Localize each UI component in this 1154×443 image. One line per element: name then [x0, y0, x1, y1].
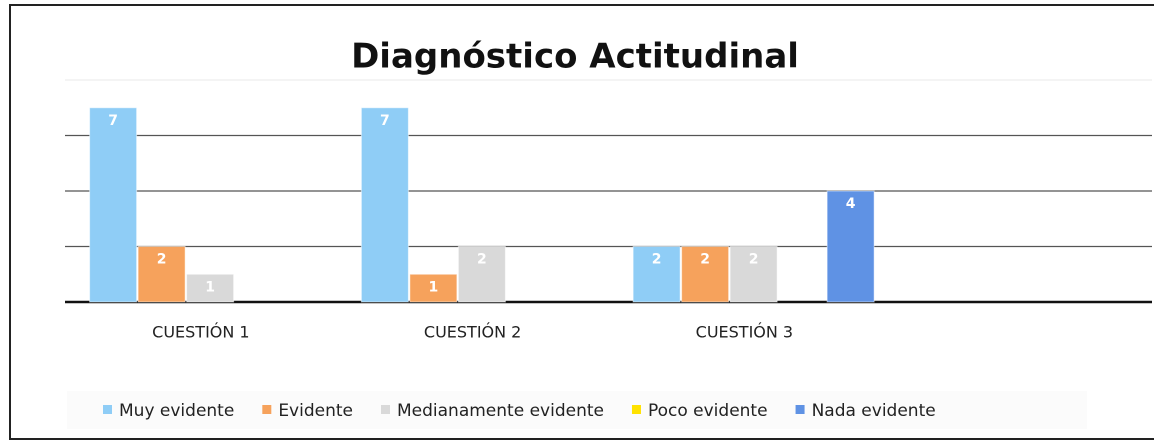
legend-label: Poco evidente — [648, 401, 768, 421]
data-label: 2 — [157, 252, 167, 268]
legend-label: Muy evidente — [119, 401, 234, 421]
legend-marker — [795, 405, 805, 414]
legend-marker — [381, 405, 390, 414]
legend-box — [67, 391, 1087, 429]
bar — [826, 190, 875, 303]
x-tick-label: CUESTIÓN 2 — [424, 323, 521, 342]
bar — [409, 273, 458, 303]
legend-marker — [262, 405, 272, 414]
bar — [137, 246, 186, 303]
data-label: 7 — [380, 113, 390, 129]
data-label: 1 — [205, 279, 215, 295]
legend-label: Nada evidente — [812, 401, 936, 421]
chart-frame — [9, 4, 1154, 440]
bar — [457, 246, 506, 303]
bar — [360, 107, 409, 303]
data-label: 7 — [108, 113, 118, 129]
legend-marker — [103, 405, 112, 414]
data-label: 4 — [846, 196, 856, 212]
legend-marker — [631, 405, 641, 414]
legend-label: Medianamente evidente — [397, 401, 604, 421]
x-tick-label: CUESTIÓN 3 — [696, 323, 793, 342]
bar — [681, 246, 730, 303]
data-label: 2 — [700, 252, 710, 268]
data-label: 2 — [749, 252, 759, 268]
bar — [632, 246, 681, 303]
bar — [729, 246, 778, 303]
bar — [186, 273, 235, 303]
legend-label: Evidente — [278, 401, 353, 421]
data-label: 1 — [429, 279, 439, 295]
data-label: 2 — [652, 252, 662, 268]
data-label: 2 — [477, 252, 487, 268]
x-tick-label: CUESTIÓN 1 — [152, 323, 249, 342]
bar — [89, 107, 138, 303]
chart-title: Diagnóstico Actitudinal — [351, 37, 799, 77]
